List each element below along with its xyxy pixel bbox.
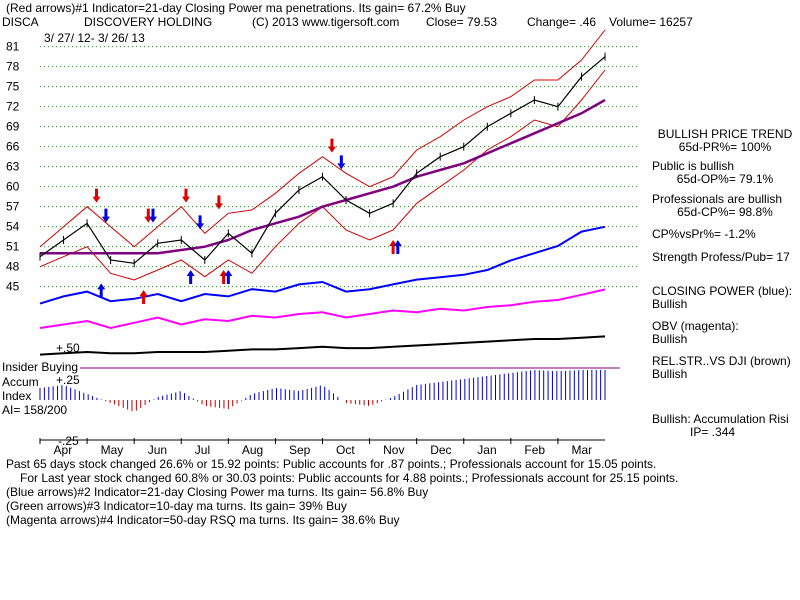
x-axis-ticks: Apr May Jun Jul Aug Sep Oct Nov Dec Jan Feb Mar bbox=[39, 438, 605, 457]
red-arrow-up bbox=[139, 290, 148, 304]
blue-arrow-down bbox=[101, 208, 110, 223]
blue-arrow-up bbox=[393, 240, 402, 254]
y-tick-label: 75 bbox=[6, 80, 20, 94]
blue-arrow-down bbox=[337, 155, 346, 170]
professionals-status: Professionals are bullish bbox=[652, 192, 783, 206]
x-tick-label: Nov bbox=[383, 443, 404, 457]
closing-power-line bbox=[39, 225, 606, 305]
cp-value: 65d-CP%= 98.8% bbox=[677, 205, 773, 219]
footer-blue-arrows: (Blue arrows)#2 Indicator=21-day Closing… bbox=[6, 485, 429, 499]
x-tick-label: Dec bbox=[430, 443, 451, 457]
cp-vs-pr: CP%vsPr%= -1.2% bbox=[652, 227, 756, 241]
red-arrow-down bbox=[92, 188, 101, 203]
obv-label: OBV (magenta): bbox=[652, 319, 739, 333]
pr-value: 65d-PR%= 100% bbox=[678, 140, 772, 154]
y-tick-label: 66 bbox=[6, 140, 20, 154]
accumulation-status: Bullish: Accumulation Risi bbox=[652, 412, 789, 426]
red-arrow-up bbox=[219, 270, 228, 284]
y-axis-ticks: 81 78 75 72 69 66 63 60 57 54 51 48 45 bbox=[6, 40, 20, 294]
y-tick-label: 48 bbox=[6, 260, 20, 274]
accumulation-bars bbox=[39, 370, 606, 412]
obv-status: Bullish bbox=[652, 332, 688, 346]
accum-label: Accum bbox=[2, 375, 39, 389]
y-tick-label: 60 bbox=[6, 180, 20, 194]
x-tick-label: Oct bbox=[336, 443, 355, 457]
rel-strength-label: REL.STR..VS DJI (brown) bbox=[652, 354, 791, 368]
y-tick-label: 54 bbox=[6, 220, 20, 234]
closing-power-label: CLOSING POWER (blue): bbox=[652, 284, 793, 298]
ma50-line bbox=[40, 98, 606, 255]
price-line bbox=[39, 56, 606, 264]
ticker-symbol: DISCA bbox=[2, 15, 39, 29]
insider-buying-label: Insider Buying bbox=[2, 360, 79, 374]
blue-arrow-down bbox=[149, 208, 157, 223]
y-tick-label: 78 bbox=[6, 60, 20, 74]
series-group bbox=[39, 29, 620, 369]
op-value: 65d-OP%= 79.1% bbox=[676, 172, 774, 186]
x-tick-label: Mar bbox=[571, 443, 592, 457]
blue-arrow-up bbox=[97, 283, 106, 298]
price-gridlines bbox=[40, 46, 640, 288]
red-arrow-down bbox=[181, 188, 190, 203]
y-tick-label: 57 bbox=[6, 200, 20, 214]
level-minus-25: -.25 bbox=[58, 434, 79, 448]
x-tick-label: Feb bbox=[524, 443, 545, 457]
change-value: Change= .46 bbox=[527, 15, 597, 29]
date-range: 3/ 27/ 12- 3/ 26/ 13 bbox=[44, 31, 145, 45]
signal-arrows bbox=[92, 138, 402, 304]
red-arrow-down bbox=[214, 195, 223, 210]
volume-value: Volume= 16257 bbox=[609, 15, 693, 29]
closing-power-status: Bullish bbox=[652, 297, 688, 311]
level-plus-50: +.50 bbox=[56, 341, 80, 355]
ip-value: IP= .344 bbox=[690, 425, 736, 439]
public-status: Public is bullish bbox=[652, 159, 735, 173]
y-tick-label: 63 bbox=[6, 160, 20, 174]
y-tick-label: 72 bbox=[6, 100, 20, 114]
footer-magenta-arrows: (Magenta arrows)#4 Indicator=50-day RSQ … bbox=[6, 513, 400, 527]
close-value: Close= 79.53 bbox=[426, 15, 498, 29]
red-arrow-down bbox=[144, 208, 153, 223]
ai-value: AI= 158/200 bbox=[2, 403, 68, 417]
x-tick-label: Aug bbox=[242, 443, 263, 457]
copyright: (C) 2013 www.tigersoft.com bbox=[252, 15, 400, 29]
index-label: Index bbox=[2, 389, 32, 403]
level-plus-25: +.25 bbox=[56, 373, 80, 387]
x-tick-label: Sep bbox=[289, 443, 311, 457]
blue-arrow-up bbox=[224, 270, 233, 284]
red-arrow-up bbox=[389, 240, 398, 254]
rel-strength-line bbox=[39, 335, 606, 356]
y-tick-label: 69 bbox=[6, 120, 20, 134]
y-tick-label: 51 bbox=[6, 240, 20, 254]
company-name: DISCOVERY HOLDING bbox=[84, 15, 213, 29]
y-tick-label: 45 bbox=[6, 280, 20, 294]
bullish-trend-label: BULLISH PRICE TREND bbox=[657, 127, 793, 141]
x-tick-label: Jun bbox=[148, 443, 167, 457]
indicator-line-1: (Red arrows)#1 Indicator=21-day Closing … bbox=[6, 1, 466, 15]
blue-arrow-up bbox=[186, 270, 195, 284]
footer-green-arrows: (Green arrows)#3 Indicator=10-day ma tur… bbox=[6, 499, 347, 513]
rel-strength-status: Bullish bbox=[652, 367, 688, 381]
x-tick-label: Apr bbox=[54, 443, 73, 457]
x-tick-label: Jan bbox=[477, 443, 496, 457]
strength-ratio: Strength Profess/Pub= 17 bbox=[652, 250, 790, 264]
red-arrow-down bbox=[327, 138, 336, 153]
y-tick-label: 81 bbox=[6, 40, 20, 54]
x-tick-label: Jul bbox=[195, 443, 210, 457]
footer-last-year: For Last year stock changed 60.8% or 30.… bbox=[20, 471, 679, 485]
x-tick-label: May bbox=[101, 443, 124, 457]
footer-past-65-days: Past 65 days stock changed 26.6% or 15.9… bbox=[6, 457, 657, 471]
obv-line bbox=[39, 288, 606, 330]
blue-arrow-down bbox=[196, 215, 205, 230]
upper-band-line bbox=[39, 29, 606, 248]
